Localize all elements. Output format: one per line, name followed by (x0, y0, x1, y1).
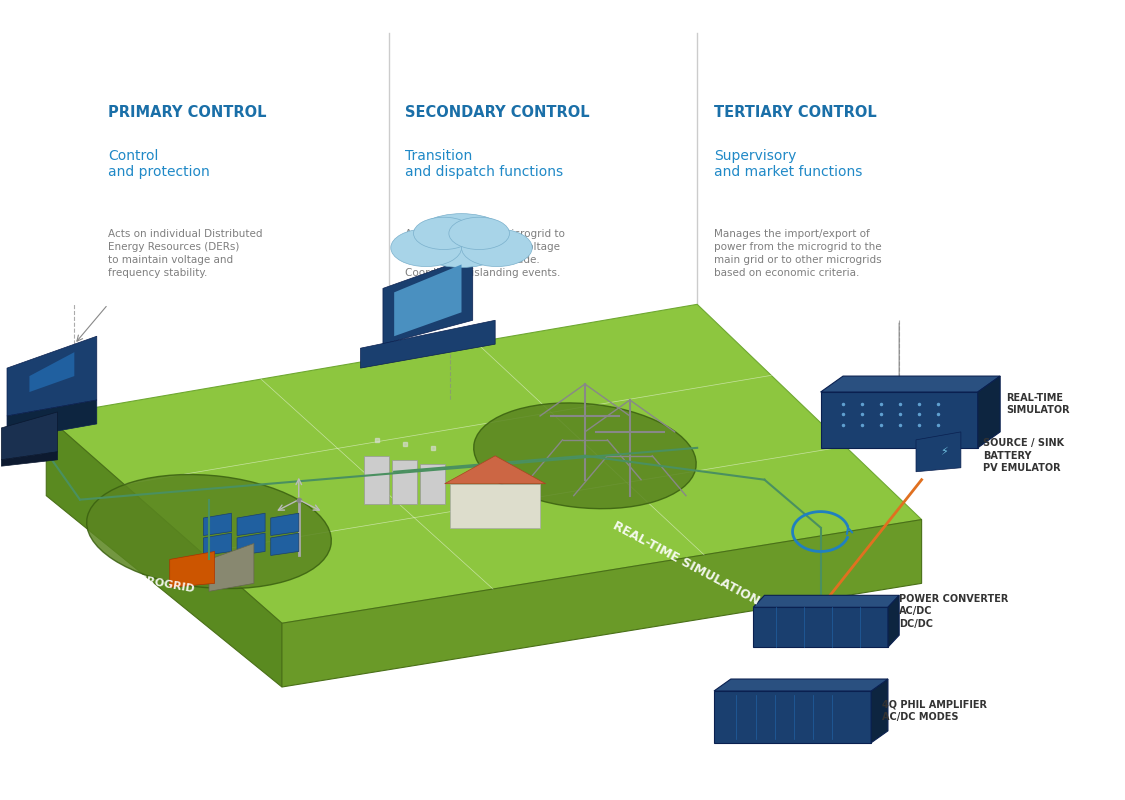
Text: SOURCE / SINK
BATTERY
PV EMULATOR: SOURCE / SINK BATTERY PV EMULATOR (983, 438, 1064, 474)
Polygon shape (237, 533, 266, 555)
Polygon shape (360, 320, 495, 368)
Polygon shape (820, 376, 1000, 392)
Text: MICROGRID: MICROGRID (123, 572, 195, 594)
Ellipse shape (461, 229, 532, 266)
Polygon shape (237, 514, 266, 535)
Text: PRIMARY CONTROL: PRIMARY CONTROL (108, 105, 267, 120)
Polygon shape (444, 456, 546, 484)
Ellipse shape (411, 214, 512, 267)
FancyBboxPatch shape (363, 456, 388, 504)
Polygon shape (271, 514, 299, 535)
FancyBboxPatch shape (450, 484, 540, 527)
Text: Control
and protection: Control and protection (108, 149, 209, 179)
Polygon shape (888, 595, 899, 647)
Text: REAL-TIME SIMULATION: REAL-TIME SIMULATION (611, 519, 762, 608)
Polygon shape (282, 519, 921, 687)
Text: Transition
and dispatch functions: Transition and dispatch functions (405, 149, 564, 179)
Polygon shape (394, 265, 461, 336)
Text: TERTIARY CONTROL: TERTIARY CONTROL (714, 105, 876, 120)
Polygon shape (754, 595, 899, 607)
Polygon shape (754, 607, 888, 647)
Polygon shape (916, 432, 961, 472)
Polygon shape (170, 551, 215, 587)
Polygon shape (46, 304, 921, 623)
Ellipse shape (87, 474, 332, 589)
Ellipse shape (474, 403, 696, 509)
Polygon shape (7, 400, 97, 440)
Text: 4Q PHIL AMPLIFIER
AC/DC MODES: 4Q PHIL AMPLIFIER AC/DC MODES (882, 700, 988, 722)
Polygon shape (714, 679, 888, 691)
Ellipse shape (449, 218, 510, 250)
Polygon shape (820, 392, 978, 448)
FancyBboxPatch shape (420, 464, 444, 504)
Polygon shape (204, 514, 232, 535)
Polygon shape (7, 336, 97, 416)
Text: ⚡: ⚡ (940, 447, 948, 457)
Polygon shape (271, 533, 299, 555)
Text: Acts on individual Distributed
Energy Resources (DERs)
to maintain voltage and
f: Acts on individual Distributed Energy Re… (108, 229, 262, 278)
Text: REAL-TIME
SIMULATOR: REAL-TIME SIMULATOR (1006, 393, 1070, 415)
Text: Supervisory
and market functions: Supervisory and market functions (714, 149, 863, 179)
Text: POWER CONVERTER
AC/DC
DC/DC: POWER CONVERTER AC/DC DC/DC (899, 594, 1008, 629)
Polygon shape (204, 533, 232, 555)
Polygon shape (1, 412, 57, 460)
Text: Manages the import/export of
power from the microgrid to the
main grid or to oth: Manages the import/export of power from … (714, 229, 882, 278)
Ellipse shape (390, 229, 461, 266)
Text: Acts on the entire microgrid to
manage deviations in voltage
frequency and ampli: Acts on the entire microgrid to manage d… (405, 229, 565, 278)
Polygon shape (714, 691, 871, 743)
Polygon shape (382, 257, 472, 344)
Polygon shape (871, 679, 888, 743)
Polygon shape (209, 543, 254, 591)
Polygon shape (1, 452, 57, 466)
Polygon shape (46, 416, 282, 687)
Polygon shape (978, 376, 1000, 448)
Polygon shape (29, 352, 74, 392)
Ellipse shape (414, 218, 474, 250)
FancyBboxPatch shape (392, 460, 416, 504)
Text: SECONDARY CONTROL: SECONDARY CONTROL (405, 105, 590, 120)
